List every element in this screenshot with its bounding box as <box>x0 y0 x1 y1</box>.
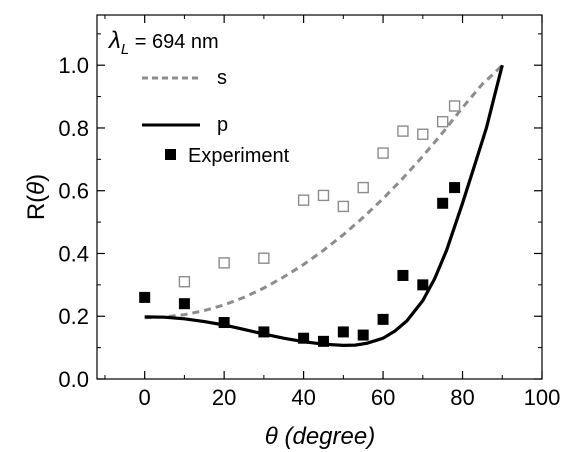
plot-series <box>139 64 504 348</box>
x-tick-label: 40 <box>291 385 315 410</box>
experiment-point <box>337 326 349 338</box>
x-axis-symbol: θ <box>265 423 278 450</box>
annotation-text: = 694 nm <box>129 31 219 53</box>
legend-marker-experiment <box>165 149 176 160</box>
open-square-point <box>317 189 330 202</box>
experiment-point <box>258 326 270 338</box>
x-tick-label: 100 <box>524 385 561 410</box>
x-tick-label: 20 <box>212 385 236 410</box>
annotation-subscript: L <box>121 41 129 58</box>
x-axis-text: (degree) <box>278 423 375 450</box>
y-tick-label: 0.4 <box>58 241 89 266</box>
x-tick-label: 60 <box>371 385 395 410</box>
experiment-point <box>317 335 329 347</box>
wavelength-annotation: λL = 694 nm <box>107 27 219 58</box>
experiment-point <box>397 269 409 281</box>
legend-label-s: s <box>217 67 227 89</box>
experiment-point <box>218 317 230 329</box>
y-axis-title: R(θ) <box>23 174 50 220</box>
open-square-point <box>448 100 461 112</box>
open-square-point <box>178 276 191 288</box>
open-square-point <box>436 115 449 128</box>
open-square-point <box>297 194 310 206</box>
y-axis-symbol: θ <box>23 182 50 195</box>
axis-ticks: 0 20 40 60 80 100 0.0 0.2 0.4 0.6 0.8 1.0 <box>58 15 560 410</box>
experiment-point <box>357 329 369 341</box>
series-line-s <box>144 64 504 320</box>
open-square-point <box>337 200 350 213</box>
experiment-point <box>298 332 310 344</box>
x-axis-title: θ (degree) <box>265 423 375 450</box>
x-tick-label: 0 <box>139 385 151 410</box>
legend-label-p: p <box>217 114 228 136</box>
y-tick-label: 0.0 <box>58 367 89 392</box>
experiment-point <box>449 182 461 194</box>
experiment-point <box>139 291 151 303</box>
experiment-point <box>437 197 449 209</box>
y-tick-label: 1.0 <box>58 53 89 78</box>
open-square-point <box>357 181 369 194</box>
plot-frame <box>96 14 543 380</box>
x-tick-label: 80 <box>450 385 474 410</box>
open-square-point <box>258 252 270 264</box>
open-square-point <box>417 128 429 140</box>
y-tick-label: 0.6 <box>58 179 89 204</box>
open-square-point <box>377 147 389 159</box>
annotation-symbol: λ <box>107 27 121 54</box>
open-square-point <box>397 125 409 137</box>
y-axis-text: R( <box>23 195 50 220</box>
series-line-p <box>144 64 504 348</box>
experiment-point <box>178 298 190 310</box>
experiment-point <box>417 279 429 291</box>
open-square-point <box>218 257 230 269</box>
y-tick-label: 0.2 <box>58 304 89 329</box>
y-tick-label: 0.8 <box>58 116 89 141</box>
legend-label-experiment: Experiment <box>188 145 290 167</box>
legend: s p Experiment <box>142 67 290 167</box>
experiment-point <box>377 313 389 325</box>
y-axis-close: ) <box>23 174 50 182</box>
